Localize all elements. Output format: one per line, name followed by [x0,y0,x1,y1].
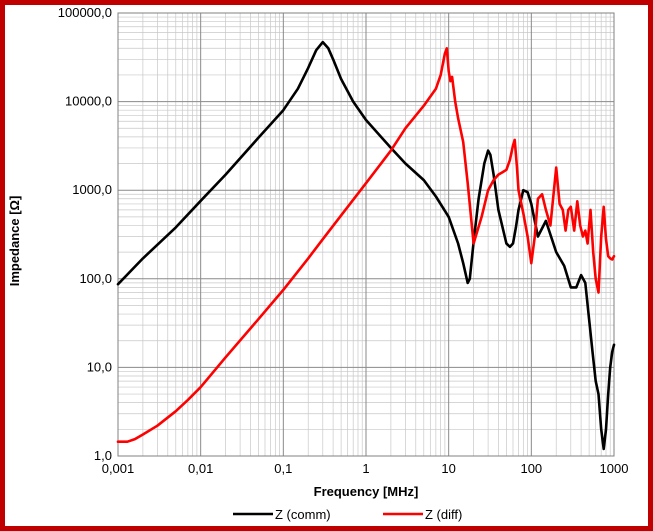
series-layer [116,40,616,451]
y-tick-label: 10000,0 [65,94,112,109]
x-tick-label: 100 [520,461,542,476]
y-tick-label: 10,0 [87,359,112,374]
y-tick-labels: 1,0 10,0 100,0 1000,0 10000,0 100000,0 [58,5,112,463]
y-tick-label: 100,0 [79,271,112,286]
legend-label-z-comm: Z (comm) [275,507,331,522]
plot-border [117,12,615,457]
y-tick-label: 100000,0 [58,5,112,20]
impedance-chart: 0,001 0,01 0,1 1 10 100 1000 1,0 10,0 100,0 1000,… [7,5,629,522]
x-axis-title: Frequency [MHz] [314,484,419,499]
x-tick-labels: 0,001 0,01 0,1 1 10 100 1000 [102,461,629,476]
x-tick-label: 10 [441,461,455,476]
series-line-z-comm [116,40,616,451]
x-tick-label: 1000 [600,461,629,476]
legend-label-z-diff: Z (diff) [425,507,462,522]
y-tick-label: 1000,0 [72,182,112,197]
x-tick-label: 0,001 [102,461,135,476]
y-tick-label: 1,0 [94,448,112,463]
legend: Z (comm) Z (diff) [233,507,462,522]
series-line-z-diff [116,47,616,443]
x-tick-label: 0,1 [274,461,292,476]
x-tick-label: 0,01 [188,461,213,476]
y-axis-title: Impedance [Ω] [7,196,22,287]
x-tick-label: 1 [362,461,369,476]
